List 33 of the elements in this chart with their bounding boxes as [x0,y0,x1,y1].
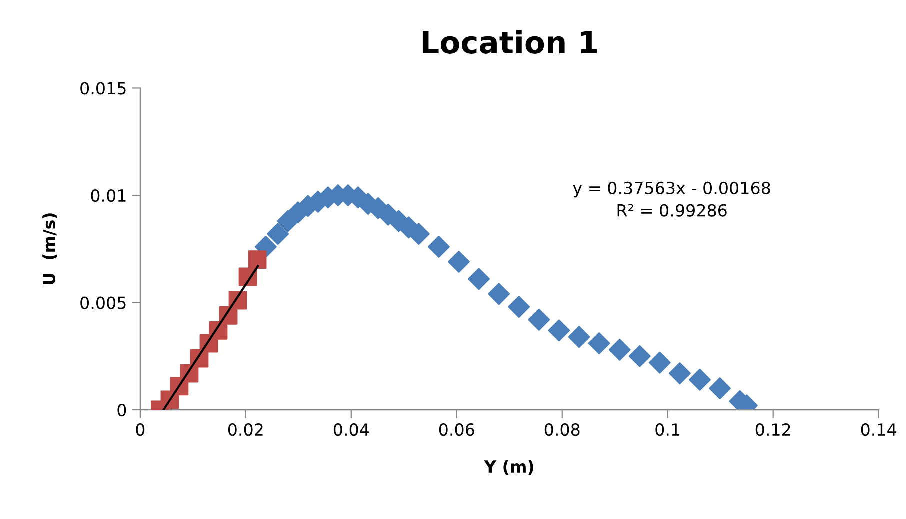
point [248,250,267,270]
x-tick-label: 0.12 [756,424,790,436]
x-tick-label: 0.02 [228,424,263,436]
point [568,326,590,348]
point [709,378,732,400]
y-tick-label: 0.005 [80,296,126,310]
point [628,345,651,368]
y-axis-title: U (m/s) [42,214,58,284]
point [608,338,631,361]
x-tick-label: 0 [136,424,145,436]
point [528,308,550,331]
point [488,283,510,306]
y-tick-label: 0 [118,404,126,417]
chart-title: Location 1 [422,30,597,54]
point [508,296,530,318]
x-axis-title: Y (m) [484,460,534,476]
point [648,352,671,374]
y-tick-label: 0.01 [91,189,126,202]
point [448,250,470,273]
x-tick-label: 0.1 [656,424,680,436]
point [588,332,610,355]
point [468,268,490,290]
x-tick-label: 0.14 [861,424,896,436]
y-tick-label: 0.015 [80,82,126,95]
point [689,368,712,391]
point [428,236,450,258]
point [267,223,290,246]
x-tick-label: 0.08 [544,424,580,436]
annotation: y = 0.37563x - 0.00168 R² = 0.99286 [573,182,770,217]
x-tick-label: 0.06 [439,424,474,436]
point [548,320,570,342]
x-tick-label: 0.04 [334,424,370,436]
point [668,362,691,385]
